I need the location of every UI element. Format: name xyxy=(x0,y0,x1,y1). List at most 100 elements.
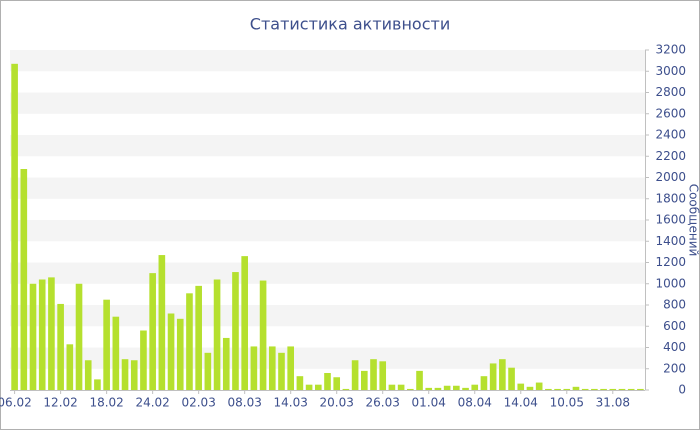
x-tick-label: 08.03 xyxy=(227,396,261,410)
bar xyxy=(268,346,276,390)
bar xyxy=(232,272,239,390)
x-tick-label: 14.03 xyxy=(274,396,308,410)
bar xyxy=(278,352,285,390)
x-tick-label: 26.03 xyxy=(366,396,400,410)
bar xyxy=(407,388,414,390)
y-tick-label: 600 xyxy=(663,319,686,333)
y-tick-label: 1600 xyxy=(655,213,686,227)
y-tick-label: 3000 xyxy=(655,64,686,78)
bar xyxy=(453,385,460,390)
bar xyxy=(489,363,497,390)
bar xyxy=(517,383,525,390)
bar xyxy=(342,388,350,390)
y-tick-label: 800 xyxy=(663,298,686,312)
y-tick-label: 1400 xyxy=(655,234,686,248)
bar xyxy=(324,373,331,390)
bar xyxy=(471,384,479,390)
bar xyxy=(360,370,368,390)
bar xyxy=(314,384,322,390)
bar xyxy=(167,313,175,390)
bar xyxy=(84,360,92,390)
bar xyxy=(195,285,202,390)
bar xyxy=(48,277,55,390)
bar xyxy=(140,330,147,390)
bar xyxy=(158,255,166,390)
bar xyxy=(20,169,28,390)
grid-band xyxy=(10,92,645,114)
bar xyxy=(545,388,552,390)
x-tick-label: 01.04 xyxy=(412,396,446,410)
bar xyxy=(296,376,304,390)
y-tick-label: 2400 xyxy=(655,128,686,142)
bar xyxy=(535,382,543,390)
bar xyxy=(627,388,635,390)
y-tick-label: 1800 xyxy=(655,191,686,205)
x-tick-label: 14.04 xyxy=(504,396,538,410)
bar xyxy=(526,386,534,390)
bar xyxy=(11,63,18,390)
bar xyxy=(241,256,248,390)
bar xyxy=(259,280,267,390)
y-axis-title: Сообщений xyxy=(687,184,700,257)
bar xyxy=(370,359,377,390)
y-tick-label: 200 xyxy=(663,361,686,375)
bar xyxy=(508,367,515,390)
bar xyxy=(434,387,442,390)
bar xyxy=(94,379,101,390)
bar xyxy=(287,346,295,390)
bar xyxy=(222,337,230,390)
bar xyxy=(425,387,433,390)
bar xyxy=(130,360,138,390)
bar xyxy=(75,283,83,390)
bar xyxy=(581,388,589,390)
bar xyxy=(480,376,488,390)
grid-band xyxy=(10,262,645,284)
bar xyxy=(38,279,46,390)
bar xyxy=(29,283,37,390)
bar xyxy=(204,352,212,390)
bar xyxy=(443,385,451,390)
bar xyxy=(379,361,387,390)
bar xyxy=(121,359,129,390)
y-tick-label: 400 xyxy=(663,340,686,354)
bar xyxy=(462,387,469,390)
bar xyxy=(388,384,396,390)
x-tick-label: 06.02 xyxy=(0,396,32,410)
bar xyxy=(213,279,221,390)
x-tick-label: 24.02 xyxy=(135,396,169,410)
grid-band xyxy=(10,50,645,72)
y-tick-label: 0 xyxy=(678,383,686,397)
grid-band xyxy=(10,220,645,242)
x-tick-label: 31.08 xyxy=(596,396,630,410)
grid-band xyxy=(10,177,645,199)
x-tick-label: 02.03 xyxy=(181,396,215,410)
bar xyxy=(250,346,258,390)
bar xyxy=(609,388,617,390)
grid-band xyxy=(10,135,645,157)
bar xyxy=(103,299,110,390)
bar xyxy=(66,344,74,390)
x-tick-label: 10.05 xyxy=(550,396,584,410)
bar xyxy=(176,318,184,390)
bar xyxy=(397,384,405,390)
bar xyxy=(57,303,64,390)
bar xyxy=(618,388,626,390)
x-tick-label: 12.02 xyxy=(43,396,77,410)
bar xyxy=(416,370,423,390)
bar xyxy=(591,388,598,390)
y-tick-label: 2200 xyxy=(655,149,686,163)
bar xyxy=(637,388,644,390)
y-tick-label: 2600 xyxy=(655,106,686,120)
chart-title: Статистика активности xyxy=(250,15,450,34)
bar xyxy=(351,360,359,390)
y-tick-label: 2800 xyxy=(655,85,686,99)
x-tick-label: 18.02 xyxy=(89,396,123,410)
bar xyxy=(333,377,341,390)
y-tick-label: 1200 xyxy=(655,255,686,269)
y-tick-label: 2000 xyxy=(655,170,686,184)
bar xyxy=(563,388,571,390)
x-tick-label: 08.04 xyxy=(458,396,492,410)
bar xyxy=(554,388,561,390)
bar xyxy=(112,316,120,390)
